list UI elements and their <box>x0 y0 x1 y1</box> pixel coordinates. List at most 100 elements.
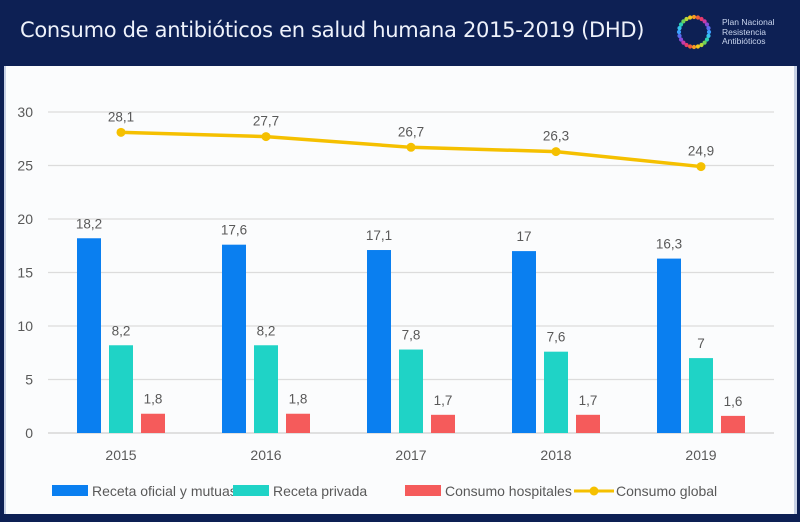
logo-dot <box>706 33 711 38</box>
legend-label: Consumo global <box>616 483 717 499</box>
logo-dot <box>706 29 712 35</box>
data-label: 26,3 <box>543 129 569 144</box>
logo-dot <box>704 22 710 27</box>
logo-dot <box>695 15 700 20</box>
bar-receta-privada-2016 <box>254 345 278 433</box>
header-bar: Consumo de antibióticos en salud humana … <box>0 0 800 66</box>
logo-line-3: Antibióticos <box>722 36 766 46</box>
logo-dot <box>704 37 710 42</box>
legend-marker <box>589 486 599 496</box>
y-tick-label: 30 <box>17 104 33 120</box>
legend-swatch <box>233 485 269 496</box>
data-label: 16,3 <box>656 237 682 252</box>
logo-dot <box>677 26 682 31</box>
data-label: 1,8 <box>144 392 163 407</box>
logo-dot <box>688 44 693 49</box>
logo-dot <box>688 15 693 20</box>
x-tick-label: 2016 <box>250 447 281 463</box>
ring-of-dots-icon <box>676 14 712 50</box>
logo-text: Plan Nacional Resistencia Antibióticos <box>722 17 775 47</box>
x-tick-label: 2017 <box>395 447 426 463</box>
data-label: 26,7 <box>398 124 424 139</box>
data-label: 7,6 <box>547 330 566 345</box>
line-marker-2017 <box>406 142 416 152</box>
logo-dot <box>706 26 711 31</box>
bar-consumo-hospitales-2015 <box>141 413 165 433</box>
legend-item: Receta privada <box>233 483 367 499</box>
bar-receta-privada-2018 <box>544 351 568 433</box>
bar-receta-oficial-y-mutuas-2018 <box>512 251 536 433</box>
bar-receta-privada-2019 <box>689 358 713 433</box>
legend-swatch <box>52 485 88 496</box>
data-label: 7 <box>697 336 705 351</box>
bar-receta-oficial-y-mutuas-2019 <box>657 258 681 433</box>
x-tick-label: 2015 <box>105 447 136 463</box>
line-marker-2016 <box>261 132 271 142</box>
logo-dot <box>681 40 686 45</box>
y-tick-label: 0 <box>25 425 33 441</box>
y-tick-label: 20 <box>17 211 33 227</box>
y-tick-label: 10 <box>17 318 33 334</box>
bar-receta-oficial-y-mutuas-2017 <box>367 250 391 433</box>
data-label: 1,7 <box>434 393 453 408</box>
logo-dot <box>702 40 707 45</box>
line-marker-2018 <box>551 147 561 157</box>
bar-consumo-hospitales-2017 <box>431 414 455 433</box>
bar-receta-privada-2017 <box>399 349 423 433</box>
data-label: 17,6 <box>221 223 247 238</box>
legend-swatch <box>405 485 441 496</box>
y-tick-label: 25 <box>17 158 33 174</box>
bar-consumo-hospitales-2016 <box>286 413 310 433</box>
legend-label: Receta oficial y mutuas <box>92 483 237 499</box>
data-labels: 18,2 8,2 1,8 17,6 8,2 1,8 17,1 7,8 1,7 17 7,6 1,7 16… <box>76 109 743 409</box>
logo-dot <box>695 44 700 49</box>
bar-receta-oficial-y-mutuas-2015 <box>77 238 101 433</box>
plan-nacional-logo: Plan Nacional Resistencia Antibióticos <box>672 10 792 56</box>
logo-line-2: Resistencia <box>722 26 766 37</box>
data-label: 1,8 <box>289 392 308 407</box>
bar-receta-privada-2015 <box>109 345 133 433</box>
logo-dot <box>684 16 689 22</box>
data-label: 17 <box>516 229 531 244</box>
x-tick-label: 2019 <box>685 447 716 463</box>
y-axis-ticks: 0 5 10 15 20 25 30 <box>17 104 33 441</box>
logo-dot <box>684 42 689 48</box>
y-tick-label: 15 <box>17 265 33 281</box>
logo-dot <box>676 29 682 35</box>
legend-label: Receta privada <box>273 483 367 499</box>
legend-label: Consumo hospitales <box>445 483 572 499</box>
bar-consumo-hospitales-2019 <box>721 415 745 433</box>
line-marker-2015 <box>116 127 126 137</box>
data-label: 17,1 <box>366 228 392 243</box>
legend-item: Receta oficial y mutuas <box>52 483 237 499</box>
line-marker-2019 <box>696 162 706 172</box>
bar-consumo-hospitales-2018 <box>576 414 600 433</box>
legend-item: Consumo hospitales <box>405 483 572 499</box>
bars <box>77 238 745 433</box>
logo-line-1: Plan Nacional <box>722 17 775 27</box>
data-label: 1,7 <box>579 393 598 408</box>
x-tick-label: 2018 <box>540 447 571 463</box>
logo-dot <box>677 33 682 38</box>
data-label: 18,2 <box>76 216 102 231</box>
global-line <box>116 127 706 172</box>
data-label: 28,1 <box>108 109 134 124</box>
logo-dot <box>699 16 704 22</box>
data-label: 1,6 <box>724 394 743 409</box>
legend: Receta oficial y mutuas Receta privada Con… <box>52 483 717 499</box>
logo-dot <box>691 44 697 50</box>
logo-dot <box>681 19 686 24</box>
data-label: 7,8 <box>402 328 421 343</box>
logo-dot <box>678 22 684 27</box>
y-tick-label: 5 <box>25 372 33 388</box>
logo-dot <box>702 19 707 24</box>
data-label: 8,2 <box>257 323 276 338</box>
logo-dot <box>691 14 697 20</box>
logo-dot <box>678 37 684 42</box>
data-label: 8,2 <box>112 323 131 338</box>
bar-receta-oficial-y-mutuas-2016 <box>222 244 246 433</box>
legend-item: Consumo global <box>574 483 717 499</box>
data-label: 27,7 <box>253 114 279 129</box>
x-axis-ticks: 2015 2016 2017 2018 2019 <box>105 447 716 463</box>
